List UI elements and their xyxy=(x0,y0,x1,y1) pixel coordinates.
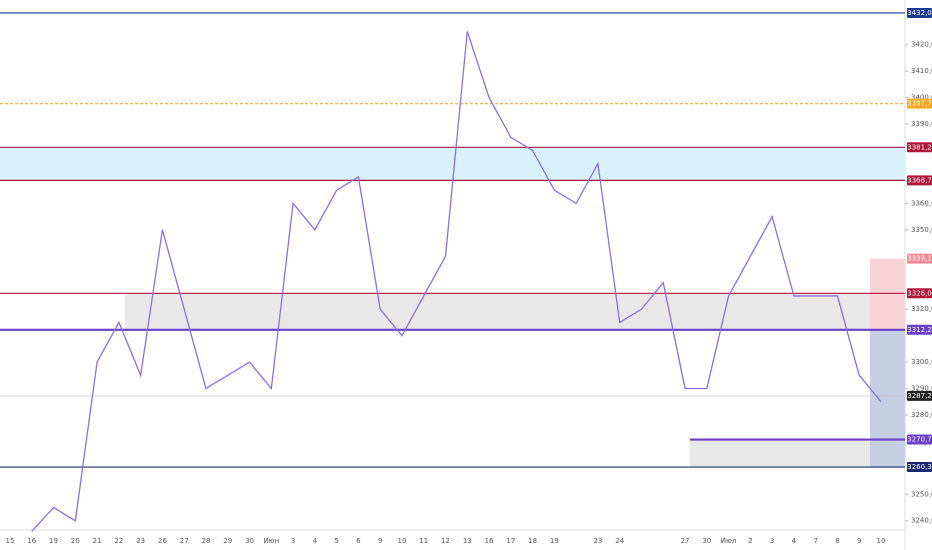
x-tick-label: Июн xyxy=(263,537,279,545)
y-tick-label: 3360,0 xyxy=(911,199,932,207)
x-tick-label: 23 xyxy=(593,537,602,545)
x-tick-label: 22 xyxy=(114,537,123,545)
x-tick-label: 30 xyxy=(245,537,254,545)
price-line xyxy=(31,31,882,532)
level-tag xyxy=(907,175,932,186)
level-tag xyxy=(907,7,932,18)
x-tick-label: 9 xyxy=(378,537,382,545)
x-tick-label: 23 xyxy=(136,537,145,545)
x-tick-label: 10 xyxy=(397,537,406,545)
level-tag xyxy=(907,434,932,445)
level-label: 3287,2 xyxy=(907,392,932,400)
x-tick-label: 13 xyxy=(463,537,472,545)
x-tick-label: 11 xyxy=(419,537,428,545)
x-tick-label: 19 xyxy=(550,537,559,545)
x-tick-label: 28 xyxy=(202,537,211,545)
level-label: 3260,3 xyxy=(907,463,932,471)
y-tick-label: 3400,0 xyxy=(911,94,932,102)
y-tick-label: 3240,0 xyxy=(911,517,932,525)
zone xyxy=(0,147,905,181)
x-tick-label: 15 xyxy=(6,537,15,545)
x-tick-label: 9 xyxy=(857,537,861,545)
level-label: 3368,7 xyxy=(907,176,932,184)
x-tick-label: 24 xyxy=(615,537,624,545)
x-tick-label: 26 xyxy=(158,537,167,545)
zone xyxy=(125,293,870,330)
level-label: 3326,0 xyxy=(907,289,932,297)
x-tick-label: 6 xyxy=(356,537,361,545)
zone xyxy=(870,329,905,468)
x-tick-label: 21 xyxy=(93,537,102,545)
level-tag xyxy=(907,324,932,335)
x-tick-label: 18 xyxy=(528,537,537,545)
level-tag xyxy=(907,390,932,401)
level-label: 3270,7 xyxy=(907,436,932,444)
x-tick-label: 2 xyxy=(748,537,752,545)
y-tick-label: 3390,0 xyxy=(911,120,932,128)
x-tick-label: 19 xyxy=(49,537,58,545)
x-tick-label: 10 xyxy=(877,537,886,545)
level-tag xyxy=(907,98,932,109)
x-tick-label: 3 xyxy=(291,537,295,545)
x-tick-label: 7 xyxy=(813,537,817,545)
level-tag xyxy=(907,462,932,473)
zone xyxy=(870,258,905,330)
x-tick-label: 5 xyxy=(334,537,338,545)
x-tick-label: 16 xyxy=(485,537,494,545)
y-tick-label: 3410,0 xyxy=(911,67,932,75)
x-tick-label: 27 xyxy=(681,537,690,545)
x-tick-label: 4 xyxy=(792,537,797,545)
level-label: 3381,2 xyxy=(907,143,932,151)
x-tick-label: 27 xyxy=(180,537,189,545)
y-tick-label: 3350,0 xyxy=(911,226,932,234)
level-tag xyxy=(907,142,932,153)
x-tick-label: 3 xyxy=(770,537,774,545)
x-tick-label: 4 xyxy=(313,537,318,545)
x-tick-label: 8 xyxy=(835,537,839,545)
x-tick-label: 20 xyxy=(71,537,80,545)
level-tag xyxy=(907,253,932,264)
level-label: 3312,2 xyxy=(907,326,932,334)
y-tick-label: 3300,0 xyxy=(911,358,932,366)
x-tick-label: Июл xyxy=(721,537,737,545)
y-tick-label: 3280,0 xyxy=(911,411,932,419)
level-tag xyxy=(907,288,932,299)
x-tick-label: 30 xyxy=(702,537,711,545)
x-tick-label: 29 xyxy=(223,537,232,545)
y-tick-label: 3290,0 xyxy=(911,385,932,393)
y-tick-label: 3320,0 xyxy=(911,305,932,313)
x-tick-label: 17 xyxy=(506,537,515,545)
zone xyxy=(690,439,870,468)
y-tick-label: 3420,0 xyxy=(911,41,932,49)
level-label: 3397,7 xyxy=(907,100,932,108)
y-tick-label: 3250,0 xyxy=(911,490,932,498)
level-label: 3339,1 xyxy=(907,255,932,263)
x-tick-label: 16 xyxy=(27,537,36,545)
level-label: 3432,0 xyxy=(907,9,932,17)
x-tick-label: 12 xyxy=(441,537,450,545)
